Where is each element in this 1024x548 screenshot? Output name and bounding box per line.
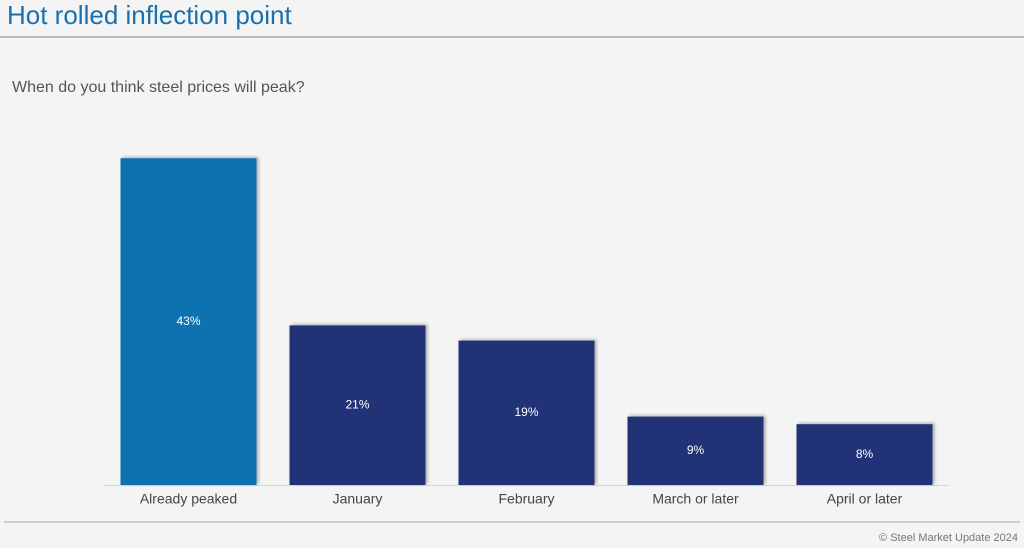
value-label: 43% <box>176 314 200 328</box>
footer: © Steel Market Update 2024 <box>879 532 1018 544</box>
value-label: 19% <box>514 405 538 419</box>
bar <box>289 325 426 485</box>
bar <box>458 340 595 485</box>
chart-title: Hot rolled inflection point <box>7 0 292 30</box>
x-tick-label: March or later <box>652 491 739 507</box>
value-label: 8% <box>856 447 874 461</box>
x-tick-label: January <box>333 491 383 507</box>
x-tick-label: February <box>498 491 554 507</box>
chart-subtitle: When do you think steel prices will peak… <box>12 79 305 96</box>
value-label: 21% <box>345 397 369 411</box>
bar <box>796 424 933 485</box>
x-tick-label: April or later <box>827 491 903 507</box>
value-label: 9% <box>687 443 705 457</box>
bar <box>120 158 257 485</box>
bar <box>627 416 764 485</box>
x-tick-label: Already peaked <box>140 491 237 507</box>
